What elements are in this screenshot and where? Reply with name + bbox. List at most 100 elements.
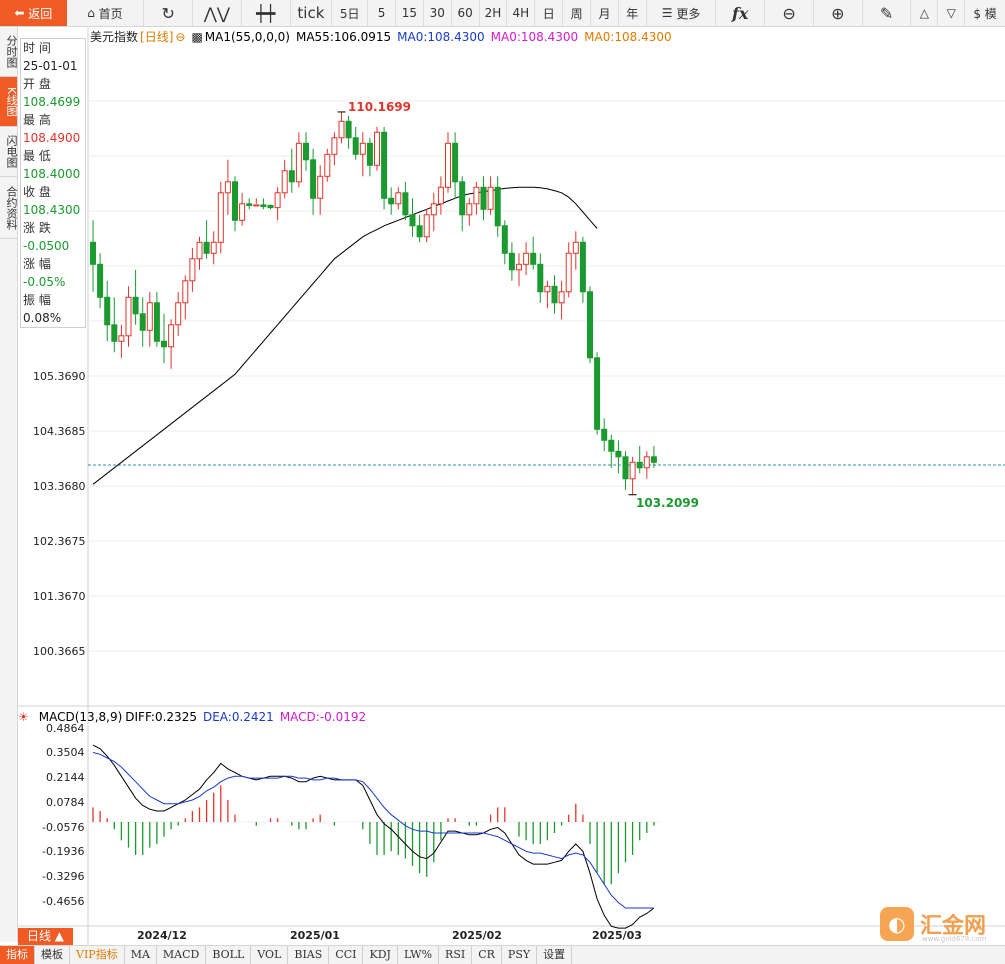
tab-vip-indicator[interactable]: VIP指标 — [70, 946, 125, 964]
candle-body — [182, 280, 189, 304]
open-value: 108.4699 — [23, 95, 81, 109]
candle-body — [594, 357, 601, 430]
triangle-down-icon: ▽ — [946, 6, 956, 20]
tab-psy[interactable]: PSY — [502, 946, 538, 964]
open-label: 开 盘 — [23, 77, 51, 91]
candle-body — [246, 203, 253, 206]
ma0-label-a: MA0:108.4300 — [397, 30, 485, 44]
period-day-button[interactable]: 日 — [535, 0, 564, 26]
tab-cci[interactable]: CCI — [329, 946, 364, 964]
tab-kline[interactable]: K线图 — [0, 77, 18, 127]
settings-icon[interactable]: ⊖ — [175, 30, 186, 44]
tab-ma[interactable]: MA — [125, 946, 157, 964]
candle-type-button[interactable]: ┿┿ — [242, 0, 291, 26]
candle-body — [104, 296, 111, 326]
tab-macd[interactable]: MACD — [157, 946, 207, 964]
x-tick-label: 2025/02 — [452, 929, 502, 942]
more-button[interactable]: ☰ 更多 — [647, 0, 717, 26]
tab-lw[interactable]: LW% — [398, 946, 440, 964]
triangle-down-button[interactable]: ▽ — [938, 0, 966, 26]
info-panel: 时 间 25-01-01 开 盘 108.4699 最 高 108.4900 最… — [20, 38, 86, 328]
tab-vol[interactable]: VOL — [251, 946, 289, 964]
tick-button[interactable]: tick — [291, 0, 333, 26]
tab-template[interactable]: 模板 — [35, 946, 70, 964]
tab-boll[interactable]: BOLL — [206, 946, 252, 964]
period-month-button[interactable]: 月 — [591, 0, 619, 26]
period-4h-button[interactable]: 4H — [507, 0, 536, 26]
candle-body — [281, 170, 288, 194]
candle-body — [459, 181, 466, 216]
period-60-button[interactable]: 60 — [452, 0, 480, 26]
tab-bias[interactable]: BIAS — [288, 946, 330, 964]
ma55-line — [92, 186, 598, 485]
x-tick-label: 2025/03 — [592, 929, 642, 942]
candle-body — [90, 241, 96, 265]
candle-body — [402, 192, 409, 216]
candle-body — [317, 175, 324, 199]
zoom-out-button[interactable]: ⊖ — [765, 0, 814, 26]
candle-body — [224, 181, 231, 194]
draw-button[interactable]: ✎ — [863, 0, 912, 26]
macd-tick-label: 0.2144 — [46, 771, 85, 784]
candle-body — [338, 120, 345, 139]
macd-dea: DEA:0.2421 — [202, 710, 274, 724]
period-select[interactable]: 日线 ▲ — [18, 928, 73, 945]
candle-body — [551, 285, 558, 304]
period-15-button[interactable]: 15 — [396, 0, 424, 26]
candle-body — [232, 181, 238, 221]
candle-body — [161, 340, 167, 348]
logo: ◐ 汇金网 www.gold678.com — [880, 905, 995, 943]
candle-body — [572, 241, 579, 254]
macd-settings-icon[interactable]: ☀ — [18, 710, 29, 724]
tab-contract-info[interactable]: 合约资料 — [0, 177, 18, 239]
menu-icon: ☰ — [661, 6, 673, 20]
tab-flash[interactable]: 闪电图 — [0, 127, 18, 177]
candle-body — [210, 241, 217, 254]
back-button[interactable]: ⬅ 返回 — [0, 0, 67, 26]
candle-body — [501, 225, 508, 254]
candle-body — [608, 439, 615, 452]
template-button[interactable]: $ 模 — [973, 6, 997, 21]
tab-settings[interactable]: 设置 — [537, 946, 573, 964]
tab-rsi[interactable]: RSI — [439, 946, 473, 964]
zoom-in-button[interactable]: ⊕ — [814, 0, 863, 26]
period-30-button[interactable]: 30 — [424, 0, 452, 26]
instrument-name: 美元指数 — [90, 30, 139, 44]
candle-body — [97, 263, 104, 298]
chart-type-button[interactable]: ⋀⋁ — [193, 0, 242, 26]
formula-button[interactable]: fx — [716, 0, 766, 26]
period-week-button[interactable]: 周 — [563, 0, 592, 26]
home-button[interactable]: ⌂ 首页 — [67, 0, 145, 26]
candle-body — [146, 302, 153, 331]
candle-body — [196, 241, 203, 260]
logo-name: 汇金网 — [920, 914, 987, 939]
period-year-button[interactable]: 年 — [619, 0, 647, 26]
line-chart-icon: ⋀⋁ — [203, 3, 231, 23]
y-tick-label: 105.3690 — [33, 370, 86, 383]
candle-body — [388, 197, 395, 205]
y-tick-label: 102.3675 — [33, 535, 86, 548]
candle-body — [352, 137, 359, 155]
ma0-label-c: MA0:108.4300 — [584, 30, 672, 44]
period-5-button[interactable]: 5 — [368, 0, 396, 26]
tab-kdj[interactable]: KDJ — [363, 946, 398, 964]
x-tick-label: 2024/12 — [137, 929, 187, 942]
candle-body — [409, 214, 416, 227]
tab-cr[interactable]: CR — [472, 946, 502, 964]
low-value: 108.4000 — [23, 167, 81, 181]
tab-indicator[interactable]: 指标 — [0, 946, 35, 964]
back-arrow-icon: ⬅ — [14, 6, 25, 20]
candle-body — [295, 142, 302, 183]
tab-timeshare[interactable]: 分时图 — [0, 27, 18, 77]
five-day-button[interactable]: 5日 — [332, 0, 369, 26]
period-2h-button[interactable]: 2H — [480, 0, 508, 26]
refresh-button[interactable]: ↻ — [144, 0, 194, 26]
refresh-icon: ↻ — [161, 3, 175, 23]
ma55-label: MA55:106.0915 — [295, 30, 392, 44]
y-tick-label: 100.3665 — [33, 645, 86, 658]
candle-body — [310, 159, 317, 199]
period-label: [日线] — [140, 30, 174, 44]
triangle-up-button[interactable]: △ — [911, 0, 939, 26]
pen-icon: ✎ — [879, 3, 894, 23]
